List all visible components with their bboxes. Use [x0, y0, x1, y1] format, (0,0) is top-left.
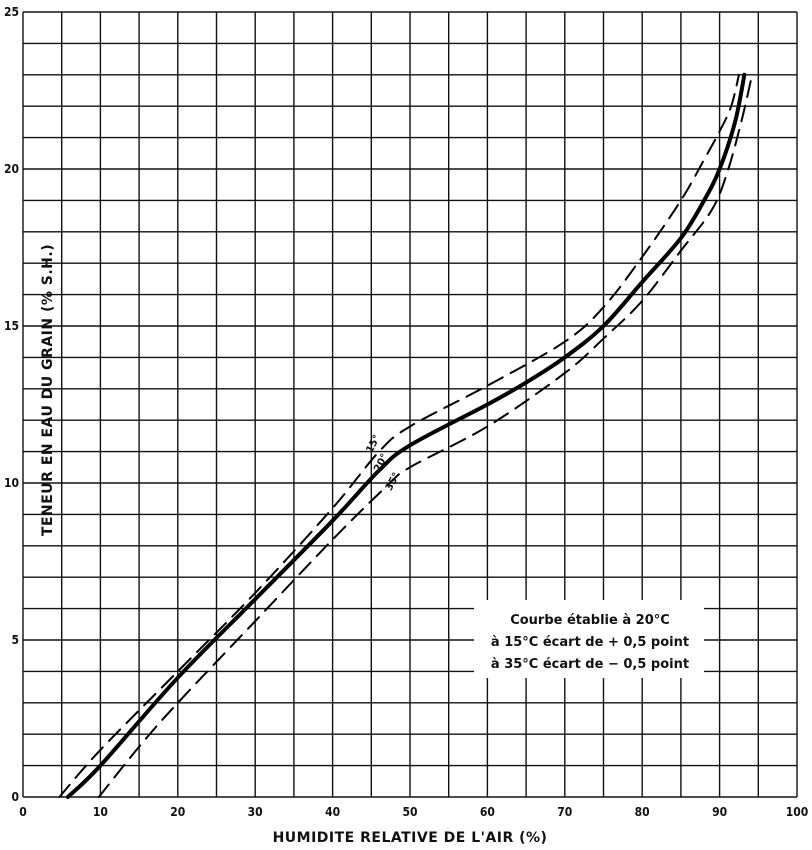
curves: [58, 72, 754, 799]
y-tick-label: 5: [11, 633, 19, 647]
grid: [22, 11, 798, 798]
annotation-box: Courbe établie à 20°C à 15°C écart de + …: [474, 600, 704, 678]
y-axis-title: TENEUR EN EAU DU GRAIN (% S.H.): [40, 244, 56, 536]
annotation-line-2: à 15°C écart de + 0,5 point: [491, 635, 689, 650]
series-line-15: [58, 73, 740, 798]
x-tick-label: 100: [786, 805, 809, 819]
y-tick-label: 10: [4, 476, 19, 490]
x-tick-label: 20: [170, 805, 185, 819]
x-tick-label: 0: [19, 805, 27, 819]
x-tick-label: 40: [325, 805, 340, 819]
annotation-line-1: Courbe établie à 20°C: [510, 613, 670, 628]
x-tick-label: 10: [93, 805, 108, 819]
x-tick-label: 60: [480, 805, 495, 819]
x-tick-label: 70: [557, 805, 572, 819]
x-tick-label: 50: [402, 805, 417, 819]
series-line-35: [97, 73, 754, 798]
x-tick-label: 90: [712, 805, 727, 819]
y-tick-label: 15: [4, 319, 19, 333]
x-tick-label: 30: [248, 805, 263, 819]
annotation-background: [474, 600, 704, 678]
annotation-line-3: à 35°C écart de − 0,5 point: [491, 657, 689, 672]
y-tick-label: 25: [4, 5, 19, 19]
y-tick-label: 20: [4, 162, 19, 176]
tick-labels: 0 10 20 30 40 50 60 70 80 90 100 0 5 10 15 20 25: [4, 5, 808, 819]
x-axis-title: HUMIDITE RELATIVE DE L'AIR (%): [273, 830, 548, 846]
y-tick-label: 0: [11, 790, 19, 804]
x-tick-label: 80: [635, 805, 650, 819]
series-line-20: [65, 72, 747, 799]
